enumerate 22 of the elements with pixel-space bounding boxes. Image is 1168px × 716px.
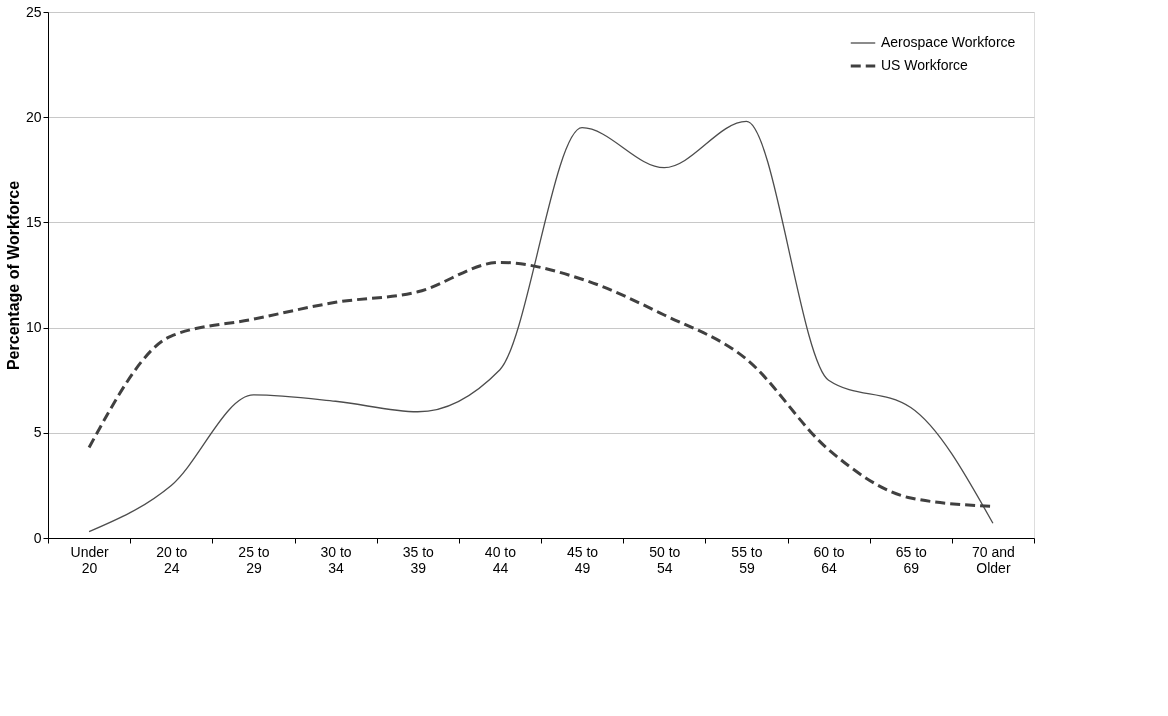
x-tick-label: 60 to 64	[813, 543, 845, 576]
x-tick-label: 40 to 44	[484, 543, 517, 576]
x-tick-label: 70 and Older	[972, 543, 1015, 576]
line-series	[88, 120, 994, 533]
x-tick-label: 30 to 34	[320, 543, 352, 576]
y-tick-label: 20	[25, 108, 42, 125]
y-tick-label: 10	[25, 319, 42, 336]
x-tick-label: 25 to 29	[238, 543, 270, 576]
x-tick-label: Under 20	[70, 543, 109, 576]
y-axis-title: Percentage of Workforce	[4, 180, 22, 371]
y-tick-label: 25	[25, 3, 42, 20]
x-tick-label: 50 to 54	[649, 543, 681, 576]
y-tick-label: 15	[25, 213, 42, 230]
x-tick-label: 35 to 39	[402, 543, 435, 576]
x-tick-label: 20 to 24	[156, 543, 188, 576]
x-tick-label: 65 to 69	[895, 543, 928, 576]
y-tick-label: 0	[33, 529, 42, 546]
y-tick-label: 5	[33, 424, 42, 441]
x-tick-label: 45 to 49	[567, 543, 599, 576]
legend-label: Aerospace Workforce	[881, 34, 1016, 50]
legend-label: US Workforce	[881, 57, 969, 73]
x-tick-label: 55 to 59	[731, 543, 763, 576]
